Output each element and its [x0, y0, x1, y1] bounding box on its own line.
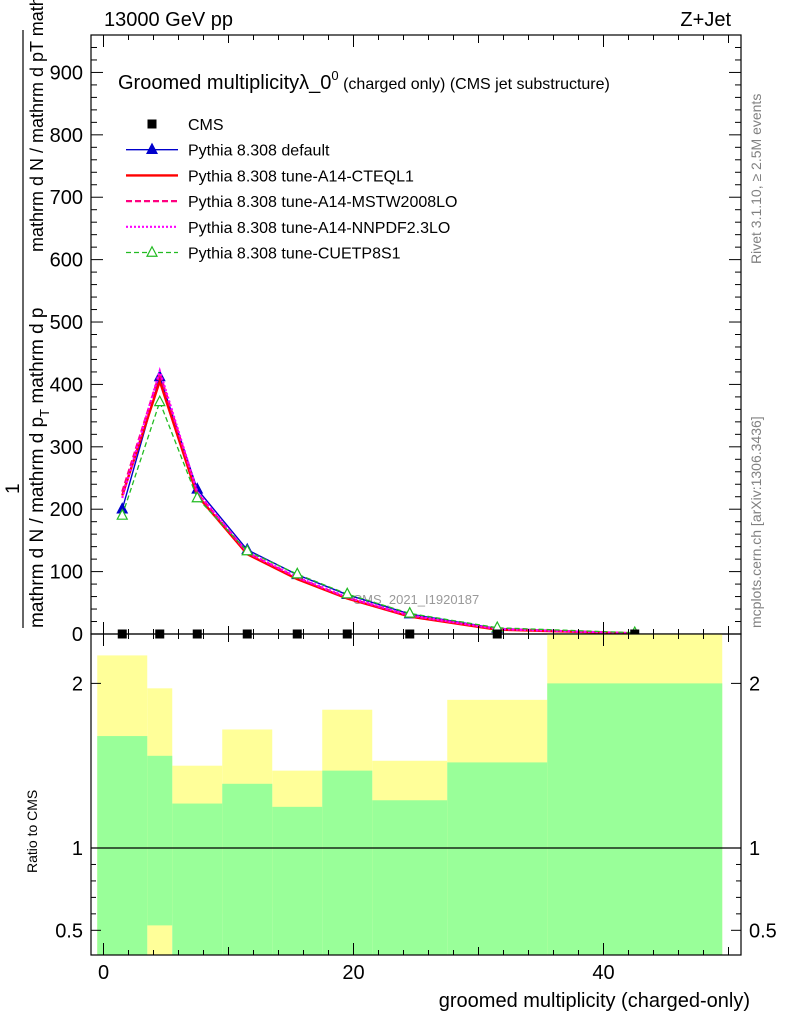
process-label: Z+Jet — [680, 9, 731, 31]
ratio-band-inner — [147, 755, 173, 926]
y-axis-label-denominator: mathrm d N / mathrm d pT mathrm d p — [27, 308, 52, 629]
y-tick-label: 0 — [72, 624, 83, 646]
legend-marker-cuetp8s1 — [146, 245, 158, 257]
ratio-y-tick-label: 0.5 — [749, 920, 777, 942]
x-tick-label: 0 — [98, 962, 109, 984]
y-axis-label-one: 1 — [3, 483, 24, 494]
ratio-y-tick-label: 2 — [72, 673, 83, 695]
plot-title-sub: (charged only) (CMS jet substructure) — [339, 76, 610, 93]
legend-label: Pythia 8.308 tune-A14-NNPDF2.3LO — [188, 220, 450, 237]
data-point-cuetp8s1 — [116, 508, 129, 520]
rivet-label: Rivet 3.1.10, ≥ 2.5M events — [748, 94, 764, 264]
svg-text:Ratio to CMS: Ratio to CMS — [24, 790, 40, 873]
ratio-band-inner — [272, 806, 323, 955]
data-point-cuetp8s1 — [291, 567, 304, 579]
data-point-cuetp8s1 — [153, 394, 166, 407]
y-tick-label: 700 — [50, 187, 83, 209]
y-tick-label: 100 — [50, 562, 83, 584]
y-tick-label: 900 — [50, 62, 83, 84]
energy-label: 13000 GeV pp — [104, 9, 233, 31]
ratio-band-inner — [547, 683, 723, 955]
data-point-cuetp8s1 — [191, 490, 204, 503]
plot-title: Groomed multiplicityλ_00 (charged only) … — [118, 68, 610, 94]
legend-label: Pythia 8.308 tune-A14-CTEQL1 — [188, 168, 414, 185]
svg-text:Rivet 3.1.10, ≥ 2.5M events: Rivet 3.1.10, ≥ 2.5M events — [748, 94, 764, 264]
data-point-cuetp8s1 — [241, 543, 254, 556]
y-axis-label-numerator: mathrm d N / mathrm d pT mathrm d pT mat… — [27, 0, 47, 252]
y-tick-label: 300 — [50, 437, 83, 459]
ratio-y-tick-label: 0.5 — [55, 920, 83, 942]
ratio-band-inner — [322, 770, 373, 955]
legend-marker-default — [146, 142, 158, 155]
x-tick-label: 40 — [592, 962, 614, 984]
legend: CMS Pythia 8.308 default Pythia 8.308 tune… — [126, 117, 457, 263]
ratio-band-inner — [222, 783, 273, 955]
ratio-y-tick-label: 2 — [749, 673, 760, 695]
y-tick-label: 400 — [50, 374, 83, 396]
legend-marker-cms — [147, 119, 157, 129]
plot-title-sup: 0 — [331, 68, 338, 83]
mcplots-label: mcplots.cern.ch [arXiv:1306.3436] — [748, 416, 764, 628]
y-tick-label: 500 — [50, 312, 83, 334]
ratio-band-inner — [372, 800, 448, 955]
legend-label: Pythia 8.308 default — [188, 143, 330, 160]
ratio-axes: 0.5 0.51 12 20 20 40 — [55, 633, 777, 984]
legend-label: Pythia 8.308 tune-A14-MSTW2008LO — [188, 194, 457, 211]
ratio-band-inner — [97, 736, 148, 955]
data-point-cuetp8s1 — [403, 606, 416, 618]
ratio-y-tick-label: 1 — [72, 838, 83, 860]
x-axis-label: groomed multiplicity (charged-only) — [439, 990, 750, 1012]
y-tick-label: 800 — [50, 125, 83, 147]
ratio-frame — [90, 633, 742, 956]
y-tick-label: 600 — [50, 250, 83, 272]
ratio-y-tick-label: 1 — [749, 838, 760, 860]
svg-text:1: 1 — [3, 483, 24, 494]
legend-label: CMS — [188, 117, 224, 134]
data-point-cuetp8s1 — [341, 587, 354, 599]
ratio-band-inner — [172, 803, 223, 955]
svg-text:mathrm d N / mathrm d pT mathr: mathrm d N / mathrm d pT mathrm d p — [27, 308, 52, 629]
series-line-cuetp8s1 — [121, 399, 635, 634]
legend-label: Pythia 8.308 tune-CUETP8S1 — [188, 246, 401, 263]
svg-text:mathrm d N / mathrm d pT mathr: mathrm d N / mathrm d pT mathrm d pT mat… — [27, 0, 47, 252]
analysis-watermark: CMS_2021_I1920187 — [353, 592, 480, 607]
y-tick-label: 200 — [50, 499, 83, 521]
ratio-plot-area — [91, 634, 741, 955]
series-group — [116, 366, 641, 639]
x-tick-label: 20 — [342, 962, 364, 984]
ratio-y-label: Ratio to CMS — [24, 790, 40, 873]
ratio-band-inner — [447, 762, 548, 955]
plot-title-main: Groomed multiplicityλ_0 — [118, 72, 331, 94]
svg-text:mcplots.cern.ch [arXiv:1306.34: mcplots.cern.ch [arXiv:1306.3436] — [748, 416, 764, 628]
